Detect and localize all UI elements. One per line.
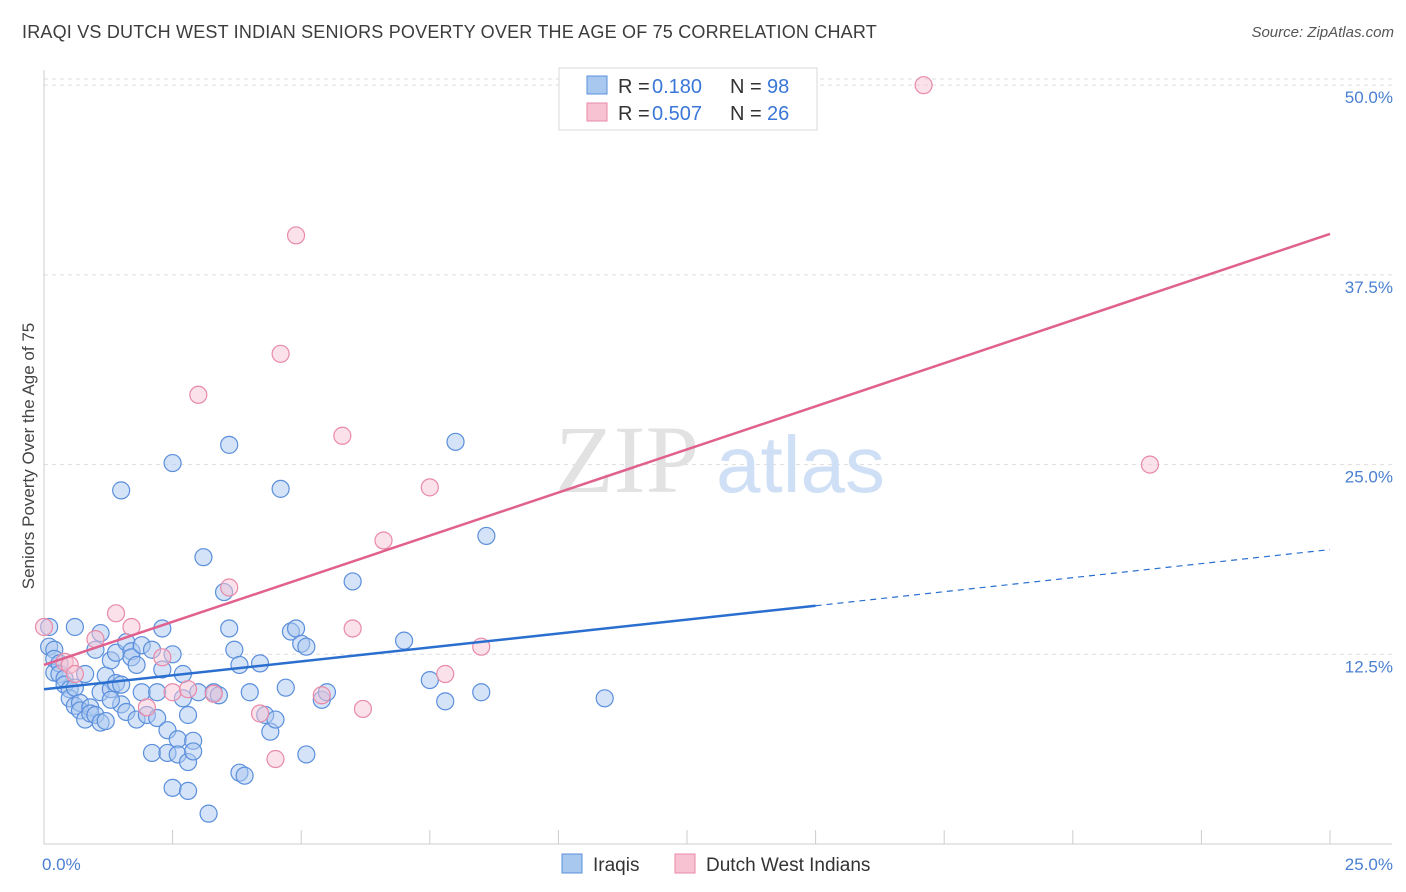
legend-r-value-1: 0.180 bbox=[652, 76, 702, 98]
legend-n-value-1: 98 bbox=[767, 76, 789, 98]
iraqis-point-16 bbox=[65, 617, 84, 637]
trend-lines bbox=[43, 232, 1331, 691]
iraqis-point-67 bbox=[225, 640, 244, 659]
dutch-west-indians-point-7 bbox=[137, 698, 156, 717]
iraqis-point-91 bbox=[595, 689, 614, 708]
iraqis-point-68 bbox=[230, 655, 249, 675]
iraqis-point-62 bbox=[199, 804, 218, 823]
iraqis-point-44 bbox=[148, 683, 167, 702]
iraqis-point-66 bbox=[220, 619, 239, 638]
iraqis-point-61 bbox=[194, 548, 213, 567]
iraqis-point-32 bbox=[112, 675, 131, 694]
iraqis-point-25 bbox=[96, 711, 115, 731]
iraqis-point-57 bbox=[178, 781, 198, 800]
y-tick-label-1: 25.0% bbox=[1345, 468, 1393, 487]
axes bbox=[43, 70, 1392, 845]
iraqis-point-79 bbox=[286, 619, 306, 638]
dutch-west-indians-point-15 bbox=[266, 749, 285, 769]
dutch-west-indians-point-22 bbox=[374, 531, 393, 550]
dutch-west-indians-point-18 bbox=[312, 686, 331, 705]
iraqis-point-90 bbox=[477, 526, 496, 546]
dutch-west-indians-point-10 bbox=[178, 680, 198, 699]
dutch-west-indians-point-17 bbox=[286, 226, 306, 245]
iraqis-point-97 bbox=[101, 690, 120, 709]
legend-n-value-2: 26 bbox=[767, 103, 789, 125]
legend-n-label-1: N = bbox=[730, 76, 762, 98]
iraqis-point-87 bbox=[436, 692, 455, 711]
iraqis-point-84 bbox=[343, 572, 362, 591]
bottom-legend-label-dutch-west-indians: Dutch West Indians bbox=[706, 855, 870, 876]
legend-r-label-2: R = bbox=[618, 103, 650, 125]
iraqis-point-86 bbox=[420, 670, 439, 690]
dutch-west-indians-point-13 bbox=[220, 578, 239, 597]
watermark-zip: ZIP bbox=[555, 406, 699, 513]
dutch-west-indians-point-21 bbox=[353, 699, 373, 719]
bottom-legend-swatch-dutch-west-indians bbox=[674, 853, 696, 874]
source-credit: Source: ZipAtlas.com bbox=[1251, 24, 1394, 41]
iraqis-point-95 bbox=[297, 637, 316, 656]
y-tick-label-3: 50.0% bbox=[1345, 88, 1393, 107]
iraqis-point-93 bbox=[163, 453, 182, 473]
dutch-west-indians-point-5 bbox=[106, 604, 126, 623]
legend-swatch-iraqis bbox=[586, 75, 608, 95]
bottom-legend-swatch-iraqis bbox=[561, 853, 583, 874]
y-axis-label: Seniors Poverty Over the Age of 75 bbox=[19, 323, 38, 589]
iraqis-point-72 bbox=[250, 654, 270, 673]
y-tick-label-2: 37.5% bbox=[1345, 278, 1393, 297]
dutch-west-indians-point-0 bbox=[34, 617, 54, 637]
dutch-west-indians-point-27 bbox=[1140, 455, 1160, 474]
iraqis-point-71 bbox=[240, 683, 259, 702]
legend: R = 0.180 N = 98 R = 0.507 N = 26 bbox=[558, 67, 818, 131]
dutch-west-indians-point-19 bbox=[333, 426, 352, 445]
iraqis-point-59 bbox=[184, 742, 203, 761]
dutch-west-indians-point-20 bbox=[343, 619, 362, 638]
bottom-legend-label-iraqis: Iraqis bbox=[593, 855, 639, 876]
legend-r-label-1: R = bbox=[618, 76, 650, 98]
trend-line-iraqis bbox=[43, 604, 816, 691]
iraqis-point-52 bbox=[168, 730, 187, 749]
trend-line-iraqis-extension bbox=[815, 548, 1331, 607]
x-tick-labels: 0.0% 25.0% bbox=[42, 855, 1393, 874]
legend-r-value-2: 0.507 bbox=[652, 103, 702, 125]
iraqis-point-42 bbox=[142, 743, 162, 763]
grid-lines bbox=[44, 78, 1392, 655]
legend-n-label-2: N = bbox=[730, 103, 762, 125]
iraqis-point-77 bbox=[276, 678, 295, 697]
iraqis-point-85 bbox=[394, 631, 414, 650]
dutch-west-indians-point-26 bbox=[914, 76, 933, 95]
dutch-west-indians-point-24 bbox=[436, 664, 455, 684]
iraqis-point-70 bbox=[235, 766, 254, 785]
series-iraqis-points bbox=[40, 432, 614, 823]
dutch-west-indians-point-23 bbox=[420, 478, 439, 497]
bottom-legend: Iraqis Dutch West Indians bbox=[561, 853, 870, 876]
dutch-west-indians-point-11 bbox=[189, 385, 208, 404]
y-tick-label-0: 12.5% bbox=[1345, 657, 1393, 676]
trend-line-dutch-west-indians bbox=[43, 232, 1331, 667]
iraqis-point-51 bbox=[163, 778, 182, 797]
y-tick-labels: 12.5% 25.0% 37.5% 50.0% bbox=[1345, 88, 1393, 676]
dutch-west-indians-point-8 bbox=[153, 648, 172, 667]
series-dutch-west-indians-points bbox=[34, 76, 1160, 769]
iraqis-point-81 bbox=[297, 745, 316, 764]
chart-title: IRAQI VS DUTCH WEST INDIAN SENIORS POVER… bbox=[22, 22, 877, 42]
x-tick-label-0: 0.0% bbox=[42, 855, 81, 874]
dutch-west-indians-point-3 bbox=[65, 664, 84, 684]
iraqis-point-75 bbox=[266, 710, 285, 729]
dutch-west-indians-point-12 bbox=[204, 684, 223, 703]
iraqis-point-88 bbox=[446, 432, 465, 451]
dutch-west-indians-point-14 bbox=[250, 704, 270, 723]
watermark-atlas: atlas bbox=[716, 420, 885, 509]
x-tick-label-1: 25.0% bbox=[1345, 855, 1393, 874]
dutch-west-indians-point-16 bbox=[271, 344, 290, 363]
legend-swatch-dutch-west-indians bbox=[586, 102, 608, 122]
iraqis-point-76 bbox=[271, 479, 290, 498]
iraqis-point-89 bbox=[472, 683, 491, 702]
iraqis-point-92 bbox=[112, 481, 131, 500]
iraqis-point-40 bbox=[132, 683, 151, 702]
iraqis-point-37 bbox=[127, 655, 146, 675]
iraqis-point-94 bbox=[220, 435, 239, 454]
dutch-west-indians-point-9 bbox=[163, 683, 182, 702]
iraqis-point-96 bbox=[178, 705, 198, 725]
